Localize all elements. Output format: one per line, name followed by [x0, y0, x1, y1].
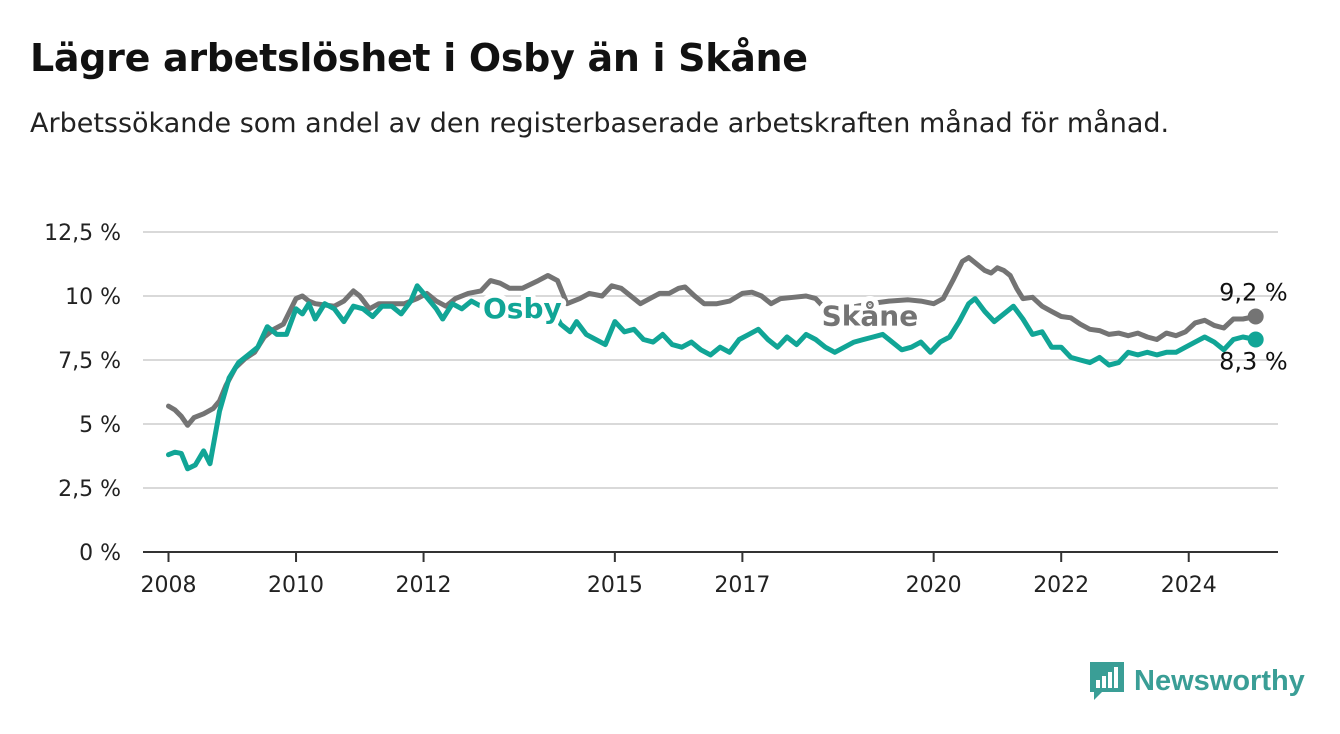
- x-tick-label: 2017: [714, 573, 770, 598]
- series-name-label-halo: Skåne: [822, 299, 919, 332]
- series-lines: [166, 255, 1264, 472]
- chart-title: Lägre arbetslöshet i Osby än i Skåne: [30, 36, 808, 80]
- x-tick-label: 2020: [906, 573, 962, 598]
- x-tick-label: 2008: [141, 573, 197, 598]
- y-axis-tick-labels: 0 % 2,5 % 5 % 7,5 % 10 % 12,5 %: [44, 221, 121, 566]
- series-line-sk-ne: [166, 255, 1259, 428]
- newsworthy-brand: Newsworthy: [1088, 660, 1305, 702]
- y-tick-label: 5 %: [79, 413, 121, 438]
- y-tick-label: 2,5 %: [58, 477, 121, 502]
- grid-lines: [143, 231, 1278, 489]
- chart-subtitle: Arbetssökande som andel av den registerb…: [30, 108, 1170, 139]
- x-tick-label: 2022: [1033, 573, 1089, 598]
- newsworthy-logo-icon: [1090, 662, 1124, 700]
- y-tick-label: 7,5 %: [58, 349, 121, 374]
- x-tick-label: 2010: [268, 573, 324, 598]
- end-value-label-osby: 8,3 %: [1219, 348, 1288, 376]
- series-name-label-halo: Osby: [483, 292, 562, 325]
- x-tick-label: 2024: [1161, 573, 1217, 598]
- newsworthy-brand-name: Newsworthy: [1134, 664, 1305, 697]
- end-value-label-skane: 9,2 %: [1219, 278, 1288, 306]
- y-tick-label: 10 %: [65, 285, 121, 310]
- series-end-point-sk-ne: [1247, 308, 1264, 325]
- x-tick-label: 2015: [587, 573, 643, 598]
- series-line-osby: [166, 283, 1259, 472]
- x-axis-tick-labels: 2008 2010 2012 2015 2017 2020 2022 2024: [141, 552, 1217, 598]
- y-tick-label: 0 %: [79, 541, 121, 566]
- y-tick-label: 12,5 %: [44, 221, 121, 246]
- x-tick-label: 2012: [396, 573, 452, 598]
- series-name-label-sk-ne: Skåne: [822, 299, 919, 332]
- series-end-point-osby: [1247, 331, 1264, 348]
- series-name-label-osby: Osby: [483, 292, 562, 325]
